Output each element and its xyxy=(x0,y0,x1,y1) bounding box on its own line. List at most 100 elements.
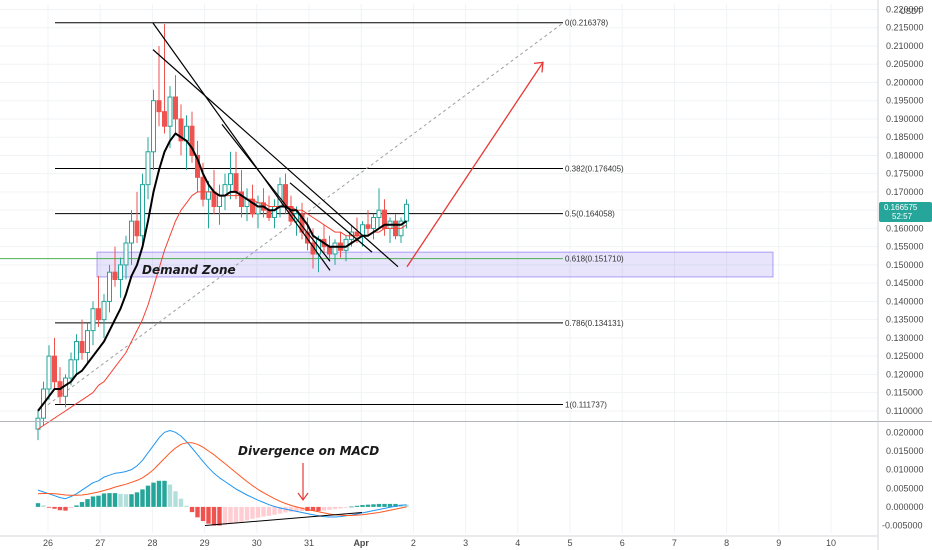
macd-histogram-bar xyxy=(338,506,343,509)
candle-body xyxy=(233,173,239,193)
candle-body xyxy=(101,300,107,321)
candle-body xyxy=(365,224,371,229)
fib-level-label: 0.786(0.134131) xyxy=(565,319,624,328)
demand-zone-label: Demand Zone xyxy=(142,263,236,277)
candle-body xyxy=(371,216,376,229)
candle-body xyxy=(134,220,140,237)
macd-histogram-bar xyxy=(63,506,68,511)
candle xyxy=(387,217,393,244)
macd-histogram-bar xyxy=(96,495,101,507)
candle-body xyxy=(404,203,409,222)
macd-histogram-bar xyxy=(376,503,382,507)
candle-body xyxy=(376,209,382,218)
macd-histogram-bar xyxy=(321,506,327,511)
macd-histogram-bar xyxy=(145,485,151,507)
candle-body xyxy=(46,355,52,390)
last-price-value: 0.166575 xyxy=(884,203,918,212)
candle xyxy=(151,89,156,171)
candle-body xyxy=(211,191,217,208)
projection-arrow-head xyxy=(533,61,544,73)
candle-body xyxy=(74,341,79,361)
candle xyxy=(112,246,118,287)
candle-body xyxy=(145,151,151,186)
macd-histogram-bar xyxy=(211,506,217,526)
macd-histogram-bar xyxy=(360,505,365,507)
time-axis-tick: 7 xyxy=(672,538,677,548)
candle xyxy=(145,137,151,200)
candle xyxy=(140,173,145,247)
candle-body xyxy=(332,242,338,255)
macd-histogram-bar xyxy=(288,506,294,512)
candle xyxy=(365,210,371,236)
candle-body xyxy=(167,96,173,127)
candle xyxy=(239,170,244,218)
price-axis-tick: 0.125000 xyxy=(886,351,924,361)
price-axis-tick: 0.205000 xyxy=(886,59,924,69)
candle-body xyxy=(173,96,178,120)
price-axis-tick: 0.160000 xyxy=(886,223,924,233)
macd-histogram-bar xyxy=(266,506,272,516)
macd-histogram-bar xyxy=(299,506,305,511)
time-axis-tick: 28 xyxy=(147,538,157,548)
candle-body xyxy=(206,191,211,200)
macd-histogram-bar xyxy=(57,506,63,511)
macd-histogram-bar xyxy=(140,489,145,507)
candle-body xyxy=(162,111,167,127)
price-axis-tick: 0.135000 xyxy=(886,315,924,325)
time-axis-tick: 31 xyxy=(304,538,314,548)
macd-histogram-bar xyxy=(184,505,189,507)
macd-histogram-bar xyxy=(349,506,354,508)
time-axis-tick: 30 xyxy=(252,538,262,548)
time-axis-tick: 6 xyxy=(620,538,625,548)
macd-histogram-bar xyxy=(74,505,79,507)
macd-divergence-label: Divergence on MACD xyxy=(238,444,379,458)
macd-axis-tick: 0.005000 xyxy=(886,483,924,493)
fib-level-label: 1(0.111737) xyxy=(565,401,607,410)
time-axis-tick: 4 xyxy=(515,538,520,548)
macd-histogram-bar xyxy=(294,506,299,512)
candle xyxy=(134,191,140,244)
candle-body xyxy=(107,271,112,302)
trendline xyxy=(221,124,331,262)
trendline xyxy=(152,49,399,268)
candle-body xyxy=(184,125,189,142)
candle xyxy=(200,162,206,207)
candle xyxy=(222,173,228,211)
candle-body xyxy=(189,125,195,156)
price-axis-tick: 0.220000 xyxy=(886,4,924,14)
time-axis-tick: 29 xyxy=(200,538,210,548)
candle-body xyxy=(118,264,123,281)
candle xyxy=(46,345,52,400)
candle xyxy=(217,184,222,225)
macd-histogram-bar xyxy=(85,499,90,507)
macd-histogram-bar xyxy=(382,503,387,507)
candle-body xyxy=(96,308,101,321)
candle xyxy=(272,199,277,229)
macd-histogram-bar xyxy=(173,491,178,507)
candle xyxy=(129,210,134,265)
macd-histogram-bar xyxy=(189,506,195,513)
candle-body xyxy=(200,176,206,200)
time-axis-tick: 26 xyxy=(43,538,53,548)
last-price-badge: 0.166575 52:57 xyxy=(879,202,932,222)
macd-histogram-bar xyxy=(167,484,173,507)
macd-histogram-bar xyxy=(178,498,184,507)
macd-histogram-bar xyxy=(101,493,107,507)
time-axis-tick: Apr xyxy=(353,538,369,548)
candle xyxy=(96,275,101,327)
fib-diagonal xyxy=(47,22,564,406)
candle xyxy=(85,323,90,364)
demand-zone-box xyxy=(96,251,774,278)
candle xyxy=(244,188,250,222)
macd-histogram-bar xyxy=(255,506,261,518)
macd-histogram-bar xyxy=(195,506,200,518)
candle-body xyxy=(112,271,118,281)
price-axis-tick: 0.150000 xyxy=(886,260,924,270)
price-axis-tick: 0.170000 xyxy=(886,187,924,197)
fib-level-label: 0.618(0.151710) xyxy=(565,255,624,264)
candle-body xyxy=(140,184,145,237)
price-axis-tick: 0.175000 xyxy=(886,169,924,179)
macd-axis-tick: -0.005000 xyxy=(882,521,923,531)
countdown-timer: 52:57 xyxy=(892,212,913,221)
last-price-badge-bg xyxy=(879,202,932,222)
